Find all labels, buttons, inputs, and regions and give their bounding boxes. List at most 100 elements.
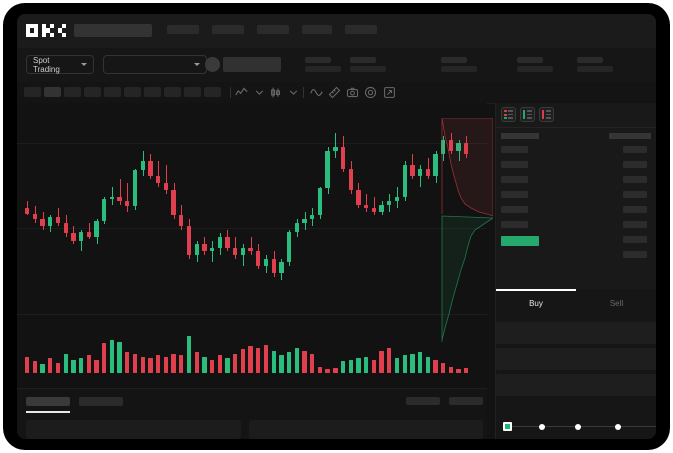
timeframe-button-6[interactable] — [124, 87, 141, 97]
bottom-tab-2[interactable] — [79, 397, 123, 406]
candle-wick — [165, 165, 167, 194]
fullscreen-icon[interactable] — [383, 86, 396, 99]
orderbook-row-ask[interactable] — [623, 236, 647, 243]
nav-item-3[interactable] — [257, 25, 289, 34]
volume-bar — [125, 352, 130, 373]
orderbook-row-ask[interactable] — [623, 176, 647, 183]
candle-wick — [88, 222, 90, 239]
candle-body — [148, 161, 153, 176]
search-input[interactable] — [74, 24, 152, 37]
orderbook-mode-both[interactable] — [501, 107, 516, 122]
percent-slider-handle[interactable] — [503, 422, 512, 431]
nav-item-5[interactable] — [345, 25, 377, 34]
volume-bar — [171, 353, 176, 373]
timeframe-button-4[interactable] — [84, 87, 101, 97]
percent-slider-stop-75[interactable] — [615, 423, 621, 430]
logo-block — [42, 28, 46, 33]
order-entry-panel[interactable]: Buy Sell — [495, 289, 656, 439]
candle-body — [333, 147, 338, 151]
candle-body — [233, 247, 238, 255]
orderbook-row-ask[interactable] — [623, 206, 647, 213]
candle-body — [417, 168, 423, 176]
volume-bar — [279, 355, 284, 373]
okx-logo[interactable] — [26, 24, 66, 37]
chevron-down-icon[interactable] — [287, 86, 300, 99]
bottom-control-2[interactable] — [449, 397, 483, 405]
candle-body — [240, 247, 246, 255]
orderbook-row-ask[interactable] — [623, 221, 647, 228]
orderbook-row-bid[interactable] — [501, 191, 528, 198]
candle-body — [387, 201, 392, 205]
volume-bar — [32, 361, 38, 373]
orderbook-row-ask[interactable] — [623, 251, 647, 258]
orderbook-mode-asks[interactable] — [539, 107, 554, 122]
timeframe-button-10[interactable] — [204, 87, 221, 97]
nav-item-4[interactable] — [302, 25, 332, 34]
nav-item-2[interactable] — [212, 25, 244, 34]
tab-buy[interactable]: Buy — [496, 289, 576, 317]
timeframe-button-2[interactable] — [44, 87, 61, 97]
bottom-panel-left[interactable] — [26, 420, 241, 439]
orderbook-row-ask[interactable] — [623, 191, 647, 198]
orderbook-row-ask[interactable] — [623, 161, 647, 168]
candlestick-series — [17, 103, 487, 388]
timeframe-button-9[interactable] — [184, 87, 201, 97]
timeframe-button-8[interactable] — [164, 87, 181, 97]
logo-block — [50, 32, 54, 37]
candlestick-icon[interactable] — [269, 86, 282, 99]
volume-bar — [441, 362, 446, 373]
total-field[interactable] — [496, 374, 656, 396]
price-field[interactable] — [496, 322, 656, 344]
orderbook-row-selected[interactable] — [501, 236, 539, 246]
indicator-wave-icon[interactable] — [310, 86, 323, 99]
candle-body — [225, 237, 230, 248]
candle-body — [410, 165, 415, 176]
volume-bar — [163, 356, 168, 373]
price-chart-panel[interactable] — [17, 103, 487, 388]
orderbook-row-ask[interactable] — [623, 146, 647, 153]
logo-block — [34, 32, 38, 37]
camera-icon[interactable] — [346, 86, 359, 99]
candle-body — [279, 262, 284, 273]
bottom-tab-1[interactable] — [26, 397, 70, 406]
nav-item-1[interactable] — [167, 25, 199, 34]
volume-bar — [140, 356, 145, 373]
order-book-panel[interactable] — [495, 103, 656, 289]
orderbook-row-bid[interactable] — [501, 176, 528, 183]
candle-body — [217, 237, 222, 248]
orderbook-row-bid[interactable] — [501, 161, 528, 168]
candle-body — [94, 220, 99, 237]
percent-slider-stop-25[interactable] — [539, 423, 545, 430]
line-chart-icon[interactable] — [235, 86, 248, 99]
candle-body — [310, 215, 315, 219]
orderbook-row-bid[interactable] — [501, 146, 528, 153]
app-screen: Spot Trading — [17, 14, 656, 439]
tab-sell[interactable]: Sell — [576, 289, 656, 317]
bottom-panel-right[interactable] — [249, 420, 483, 439]
volume-bar — [317, 367, 323, 373]
percent-slider-stop-50[interactable] — [575, 423, 581, 430]
timeframe-button-7[interactable] — [144, 87, 161, 97]
timeframe-button-1[interactable] — [24, 87, 41, 97]
settings-target-icon[interactable] — [364, 86, 377, 99]
volume-bar — [217, 355, 222, 373]
ruler-icon[interactable] — [328, 86, 341, 99]
percent-slider-track[interactable] — [508, 426, 656, 427]
orderbook-row-bid[interactable] — [501, 221, 528, 228]
bottom-control-1[interactable] — [406, 397, 440, 405]
orderbook-mode-bids[interactable] — [520, 107, 535, 122]
stat-5-value — [577, 66, 613, 72]
pair-selector[interactable] — [103, 55, 207, 74]
timeframe-button-3[interactable] — [64, 87, 81, 97]
volume-bar — [433, 359, 438, 373]
timeframe-button-5[interactable] — [104, 87, 121, 97]
stat-4-value — [517, 66, 553, 72]
amount-field[interactable] — [496, 348, 656, 370]
trading-mode-selector[interactable]: Spot Trading — [26, 55, 94, 74]
volume-bar — [102, 343, 107, 373]
volume-bar — [371, 359, 377, 373]
chevron-down-icon[interactable] — [253, 86, 266, 99]
orderbook-row-bid[interactable] — [501, 206, 528, 213]
orderbook-header-right — [609, 133, 651, 139]
candle-body — [371, 208, 377, 212]
